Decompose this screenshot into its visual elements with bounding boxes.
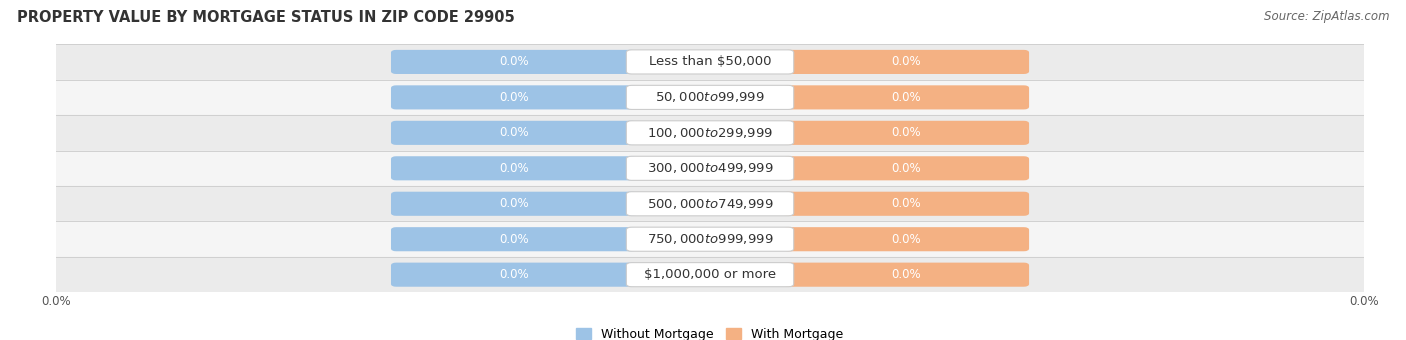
FancyBboxPatch shape [391, 121, 637, 145]
Legend: Without Mortgage, With Mortgage: Without Mortgage, With Mortgage [576, 328, 844, 340]
Text: 0.0%: 0.0% [499, 126, 529, 139]
FancyBboxPatch shape [626, 192, 794, 216]
Text: $750,000 to $999,999: $750,000 to $999,999 [647, 232, 773, 246]
FancyBboxPatch shape [783, 262, 1029, 287]
Text: 0.0%: 0.0% [891, 91, 921, 104]
FancyBboxPatch shape [626, 227, 794, 251]
Text: 0.0%: 0.0% [499, 233, 529, 246]
Text: $500,000 to $749,999: $500,000 to $749,999 [647, 197, 773, 211]
FancyBboxPatch shape [626, 85, 794, 109]
FancyBboxPatch shape [391, 192, 637, 216]
FancyBboxPatch shape [783, 85, 1029, 109]
Text: 0.0%: 0.0% [891, 55, 921, 68]
Bar [56, 80, 1364, 115]
FancyBboxPatch shape [783, 156, 1029, 180]
Bar [56, 151, 1364, 186]
FancyBboxPatch shape [783, 50, 1029, 74]
FancyBboxPatch shape [783, 227, 1029, 251]
Bar [56, 257, 1364, 292]
Text: 0.0%: 0.0% [499, 268, 529, 281]
Text: 0.0%: 0.0% [499, 91, 529, 104]
Text: 0.0%: 0.0% [891, 197, 921, 210]
FancyBboxPatch shape [626, 262, 794, 287]
Text: 0.0%: 0.0% [499, 162, 529, 175]
Bar [56, 115, 1364, 151]
FancyBboxPatch shape [783, 121, 1029, 145]
Bar [56, 44, 1364, 80]
Text: 0.0%: 0.0% [891, 162, 921, 175]
FancyBboxPatch shape [626, 121, 794, 145]
Text: 0.0%: 0.0% [891, 268, 921, 281]
FancyBboxPatch shape [391, 50, 637, 74]
FancyBboxPatch shape [391, 227, 637, 251]
FancyBboxPatch shape [783, 192, 1029, 216]
Text: $300,000 to $499,999: $300,000 to $499,999 [647, 161, 773, 175]
Text: Less than $50,000: Less than $50,000 [648, 55, 772, 68]
Text: $50,000 to $99,999: $50,000 to $99,999 [655, 90, 765, 104]
Text: Source: ZipAtlas.com: Source: ZipAtlas.com [1264, 10, 1389, 23]
Bar [56, 221, 1364, 257]
Text: PROPERTY VALUE BY MORTGAGE STATUS IN ZIP CODE 29905: PROPERTY VALUE BY MORTGAGE STATUS IN ZIP… [17, 10, 515, 25]
Text: 0.0%: 0.0% [499, 197, 529, 210]
Text: 0.0%: 0.0% [891, 126, 921, 139]
FancyBboxPatch shape [626, 156, 794, 180]
FancyBboxPatch shape [626, 50, 794, 74]
Text: $100,000 to $299,999: $100,000 to $299,999 [647, 126, 773, 140]
FancyBboxPatch shape [391, 156, 637, 180]
Text: $1,000,000 or more: $1,000,000 or more [644, 268, 776, 281]
Bar [56, 186, 1364, 221]
FancyBboxPatch shape [391, 85, 637, 109]
Text: 0.0%: 0.0% [891, 233, 921, 246]
FancyBboxPatch shape [391, 262, 637, 287]
Text: 0.0%: 0.0% [499, 55, 529, 68]
